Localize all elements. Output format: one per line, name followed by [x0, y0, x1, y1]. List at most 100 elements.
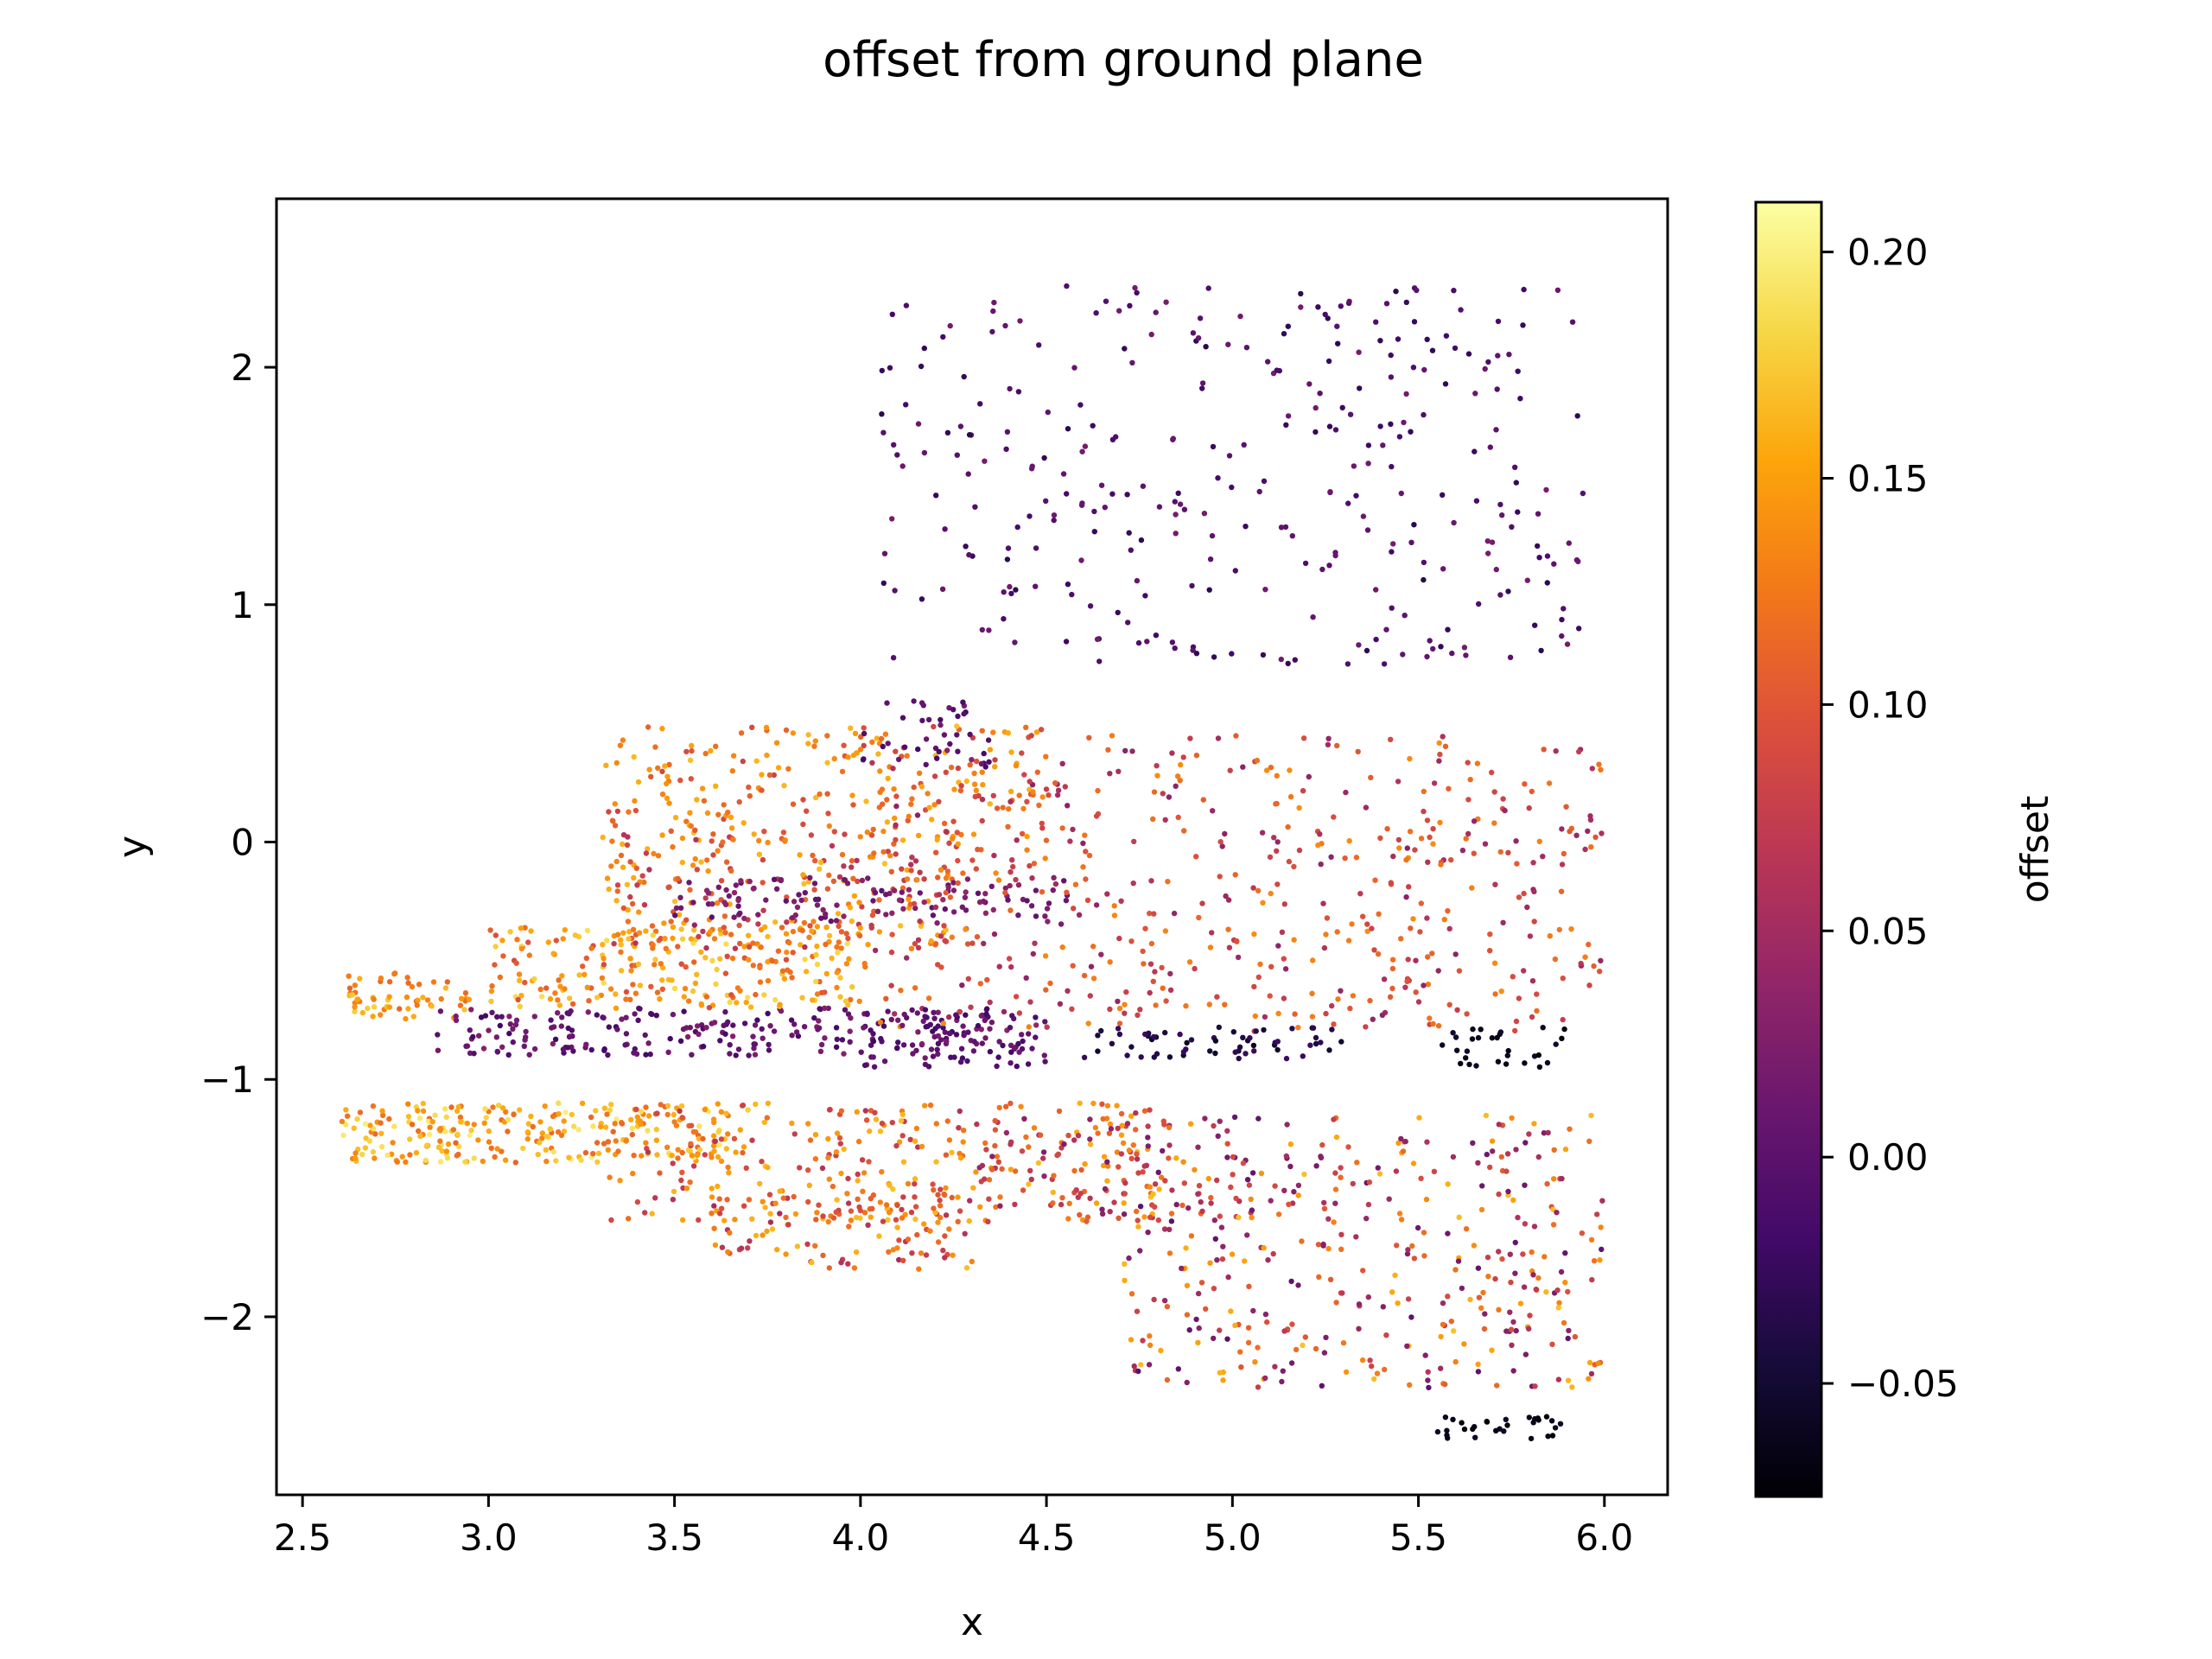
- scatter-point: [817, 859, 824, 866]
- scatter-point: [1275, 943, 1281, 949]
- scatter-point: [913, 1125, 920, 1132]
- scatter-point: [702, 895, 709, 901]
- scatter-point: [1588, 1370, 1595, 1377]
- scatter-point: [1050, 887, 1057, 893]
- scatter-point: [766, 772, 773, 779]
- scatter-point: [1253, 1028, 1259, 1034]
- scatter-point: [775, 948, 782, 954]
- scatter-point: [884, 819, 891, 825]
- scatter-point: [823, 941, 829, 948]
- scatter-point: [403, 1159, 409, 1166]
- scatter-point: [1444, 1427, 1450, 1433]
- scatter-point: [1122, 1191, 1128, 1197]
- scatter-point: [623, 1014, 629, 1020]
- scatter-point: [516, 971, 523, 977]
- scatter-point: [578, 1157, 584, 1163]
- scatter-point: [1465, 760, 1471, 766]
- scatter-point: [1158, 1174, 1165, 1180]
- scatter-point: [1166, 1054, 1173, 1060]
- scatter-point: [1296, 847, 1303, 854]
- scatter-point: [1109, 491, 1116, 497]
- scatter-point: [956, 1125, 962, 1131]
- scatter-point: [1206, 1001, 1213, 1007]
- scatter-point: [1405, 1247, 1411, 1253]
- scatter-point: [1505, 1047, 1511, 1054]
- scatter-point: [1499, 512, 1505, 518]
- scatter-point: [951, 786, 957, 792]
- scatter-point: [1170, 435, 1177, 442]
- colorbar-tick-label: 0.10: [1847, 683, 1929, 726]
- scatter-point: [438, 995, 444, 1002]
- scatter-point: [535, 1151, 541, 1158]
- scatter-point: [1522, 1182, 1528, 1188]
- scatter-point: [506, 1030, 512, 1037]
- scatter-point: [1099, 1211, 1106, 1217]
- scatter-point: [1134, 1156, 1141, 1162]
- scatter-point: [974, 934, 981, 940]
- scatter-point: [679, 1169, 685, 1176]
- scatter-point: [912, 985, 918, 991]
- scatter-point: [1109, 1040, 1116, 1047]
- scatter-point: [908, 861, 914, 868]
- scatter-point: [987, 1026, 993, 1032]
- scatter-point: [1240, 1034, 1246, 1041]
- scatter-point: [728, 868, 734, 874]
- scatter-point: [1190, 647, 1196, 653]
- scatter-point: [1467, 777, 1473, 783]
- scatter-point: [784, 919, 790, 925]
- scatter-point: [687, 887, 693, 893]
- scatter-point: [1574, 413, 1580, 419]
- scatter-point: [1487, 444, 1494, 450]
- scatter-point: [957, 423, 964, 429]
- scatter-point: [796, 892, 802, 898]
- scatter-point: [995, 877, 1002, 883]
- scatter-point: [1059, 825, 1065, 831]
- scatter-point: [1589, 766, 1596, 772]
- scatter-point: [877, 1199, 883, 1205]
- scatter-point: [915, 944, 922, 951]
- scatter-point: [671, 1111, 677, 1118]
- scatter-point: [1151, 789, 1158, 795]
- scatter-point: [1591, 963, 1597, 969]
- scatter-point: [1135, 1012, 1141, 1019]
- scatter-point: [670, 1011, 677, 1018]
- scatter-point: [1154, 772, 1160, 779]
- scatter-point: [1317, 391, 1323, 397]
- scatter-point: [671, 1119, 677, 1125]
- scatter-point: [1031, 861, 1038, 867]
- scatter-point: [1513, 1327, 1519, 1334]
- scatter-point: [1166, 1124, 1173, 1131]
- scatter-point: [671, 899, 678, 905]
- scatter-point: [741, 1203, 747, 1209]
- scatter-point: [1529, 788, 1535, 795]
- scatter-point: [1295, 1182, 1302, 1189]
- scatter-point: [1408, 429, 1414, 435]
- scatter-point: [1545, 1129, 1551, 1136]
- scatter-point: [620, 864, 626, 870]
- scatter-point: [741, 1144, 747, 1150]
- scatter-point: [690, 899, 696, 906]
- scatter-point: [779, 925, 785, 931]
- scatter-point: [475, 1137, 481, 1143]
- scatter-point: [488, 1145, 494, 1152]
- scatter-point: [636, 909, 642, 915]
- scatter-point: [733, 1052, 739, 1058]
- scatter-point: [379, 1108, 385, 1114]
- scatter-point: [871, 850, 877, 856]
- scatter-point: [914, 1010, 921, 1016]
- scatter-point: [1153, 632, 1160, 639]
- scatter-point: [518, 993, 524, 999]
- scatter-point: [618, 968, 625, 974]
- scatter-point: [824, 791, 830, 797]
- scatter-point: [869, 912, 876, 918]
- scatter-point: [914, 812, 921, 818]
- scatter-point: [1061, 878, 1067, 884]
- scatter-point: [1417, 929, 1423, 935]
- scatter-point: [606, 1024, 612, 1030]
- scatter-point: [925, 995, 932, 1001]
- scatter-point: [599, 975, 606, 982]
- scatter-point: [1129, 359, 1135, 365]
- scatter-point: [1559, 632, 1565, 639]
- scatter-point: [950, 887, 957, 893]
- scatter-point: [1224, 1128, 1230, 1135]
